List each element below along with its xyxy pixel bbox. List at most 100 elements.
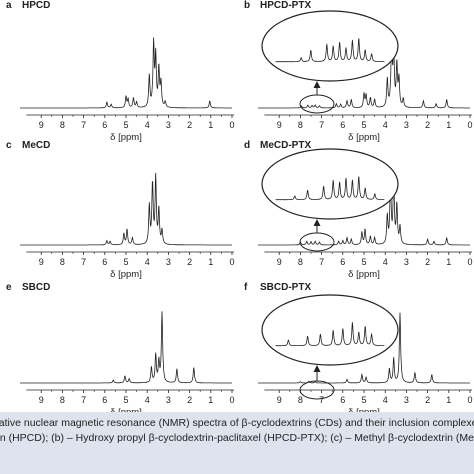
- x-tick-label-d-7: 7: [319, 257, 324, 267]
- panel-letter-b: b: [244, 0, 250, 11]
- x-tick-label-e-8: 8: [60, 395, 65, 405]
- panel-title-e: SBCD: [22, 282, 50, 293]
- panel-letter-d: d: [244, 140, 250, 151]
- x-tick-label-a-2: 2: [187, 120, 192, 130]
- zoom-arrowhead-d: [313, 219, 321, 226]
- x-tick-label-a-3: 3: [166, 120, 171, 130]
- x-tick-label-c-8: 8: [60, 257, 65, 267]
- panel-e: eSBCD9876543210δ [ppm]: [6, 282, 235, 418]
- x-tick-label-e-1: 1: [208, 395, 213, 405]
- x-tick-label-e-9: 9: [39, 395, 44, 405]
- x-tick-label-e-7: 7: [81, 395, 86, 405]
- x-tick-label-c-2: 2: [187, 257, 192, 267]
- panel-d: d MeCD-PTX 9 8 7 6 5 4 3 2 1 0 δ [ppm]: [244, 140, 473, 280]
- zoom-region-ellipse-b: [299, 94, 335, 114]
- x-tick-label-a-8: 8: [60, 120, 65, 130]
- x-tick-label-d-4: 4: [383, 257, 388, 267]
- x-tick-label-b-4: 4: [383, 120, 388, 130]
- x-tick-label-b-6: 6: [340, 120, 345, 130]
- inset-ellipse-f: [261, 294, 399, 366]
- x-tick-label-d-9: 9: [277, 257, 282, 267]
- x-tick-label-c-6: 6: [102, 257, 107, 267]
- x-tick-label-d-3: 3: [404, 257, 409, 267]
- panel-letter-c: c: [6, 140, 12, 151]
- inset-spectrum-line-d: [275, 176, 385, 201]
- x-tick-label-f-8: 8: [298, 395, 303, 405]
- x-tick-label-e-3: 3: [166, 395, 171, 405]
- x-tick-label-a-7: 7: [81, 120, 86, 130]
- x-tick-label-f-3: 3: [404, 395, 409, 405]
- caption-line-1: ntative nuclear magnetic resonance (NMR)…: [0, 417, 474, 429]
- panel-letter-f: f: [244, 282, 248, 293]
- x-tick-label-e-4: 4: [145, 395, 150, 405]
- x-tick-label-f-0: 0: [467, 395, 472, 405]
- x-tick-label-b-1: 1: [446, 120, 451, 130]
- x-tick-label-a-6: 6: [102, 120, 107, 130]
- inset-ellipse-b: [261, 10, 399, 82]
- zoom-region-ellipse-d: [299, 232, 335, 252]
- x-tick-label-f-1: 1: [446, 395, 451, 405]
- spectrum-line-f: [258, 312, 470, 384]
- panel-c: c MeCD 9 8 7 6 5 4 3 2 1 0 δ [ppm]: [6, 140, 235, 280]
- panel-title-b: HPCD-PTX: [260, 0, 311, 11]
- spectrum-line-d: [258, 172, 470, 246]
- panel-title-a: HPCD: [22, 0, 50, 11]
- panel-letter-e: e: [6, 282, 12, 293]
- x-tick-label-a-5: 5: [123, 120, 128, 130]
- x-tick-label-b-2: 2: [425, 120, 430, 130]
- spectrum-line-e: [20, 311, 232, 384]
- x-tick-label-a-9: 9: [39, 120, 44, 130]
- x-tick-label-c-5: 5: [123, 257, 128, 267]
- zoom-arrowhead-b: [313, 81, 321, 88]
- x-tick-label-b-5: 5: [361, 120, 366, 130]
- x-tick-label-d-8: 8: [298, 257, 303, 267]
- x-tick-label-f-6: 6: [340, 395, 345, 405]
- x-tick-label-a-1: 1: [208, 120, 213, 130]
- x-tick-label-c-4: 4: [145, 257, 150, 267]
- x-tick-label-f-5: 5: [361, 395, 366, 405]
- x-tick-label-b-8: 8: [298, 120, 303, 130]
- x-tick-label-c-3: 3: [166, 257, 171, 267]
- panel-b: b HPCD-PTX 9 8 7 6 5 4 3 2 1 0 δ [ppm]: [244, 0, 473, 143]
- panel-a: a HPCD 9 8 7 6 5 4 3 2 1 0 δ [ppm]: [6, 0, 235, 143]
- figure-caption: ntative nuclear magnetic resonance (NMR)…: [0, 412, 474, 474]
- x-tick-label-d-6: 6: [340, 257, 345, 267]
- panel-title-f: SBCD-PTX: [260, 282, 311, 293]
- x-tick-label-d-1: 1: [446, 257, 451, 267]
- x-tick-label-e-0: 0: [229, 395, 234, 405]
- x-tick-label-e-5: 5: [123, 395, 128, 405]
- x-tick-label-d-5: 5: [361, 257, 366, 267]
- x-tick-label-d-0: 0: [467, 257, 472, 267]
- x-tick-label-c-7: 7: [81, 257, 86, 267]
- caption-line-2: rin (HPCD); (b) – Hydroxy propyl β-cyclo…: [0, 432, 474, 444]
- x-axis-label-c: δ [ppm]: [110, 269, 142, 280]
- x-tick-label-f-2: 2: [425, 395, 430, 405]
- x-tick-label-d-2: 2: [425, 257, 430, 267]
- x-tick-label-c-9: 9: [39, 257, 44, 267]
- x-tick-label-f-7: 7: [319, 395, 324, 405]
- x-axis-label-b: δ [ppm]: [348, 132, 380, 143]
- zoom-arrowhead-f: [313, 365, 321, 372]
- x-tick-label-e-2: 2: [187, 395, 192, 405]
- x-axis-label-a: δ [ppm]: [110, 132, 142, 143]
- x-tick-label-e-6: 6: [102, 395, 107, 405]
- spectrum-line-c: [20, 172, 232, 246]
- x-tick-label-b-0: 0: [467, 120, 472, 130]
- x-tick-label-b-9: 9: [277, 120, 282, 130]
- x-tick-label-a-4: 4: [145, 120, 150, 130]
- x-tick-label-c-0: 0: [229, 257, 234, 267]
- x-tick-label-a-0: 0: [229, 120, 234, 130]
- inset-spectrum-line-f: [275, 322, 385, 347]
- x-tick-label-c-1: 1: [208, 257, 213, 267]
- x-tick-label-b-7: 7: [319, 120, 324, 130]
- inset-spectrum-line-b: [275, 38, 385, 63]
- panel-title-c: MeCD: [22, 140, 50, 151]
- inset-ellipse-d: [261, 148, 399, 220]
- spectrum-line-b: [258, 33, 470, 109]
- panel-title-d: MeCD-PTX: [260, 140, 311, 151]
- spectrum-line-a: [20, 37, 232, 109]
- x-tick-label-b-3: 3: [404, 120, 409, 130]
- x-tick-label-f-9: 9: [277, 395, 282, 405]
